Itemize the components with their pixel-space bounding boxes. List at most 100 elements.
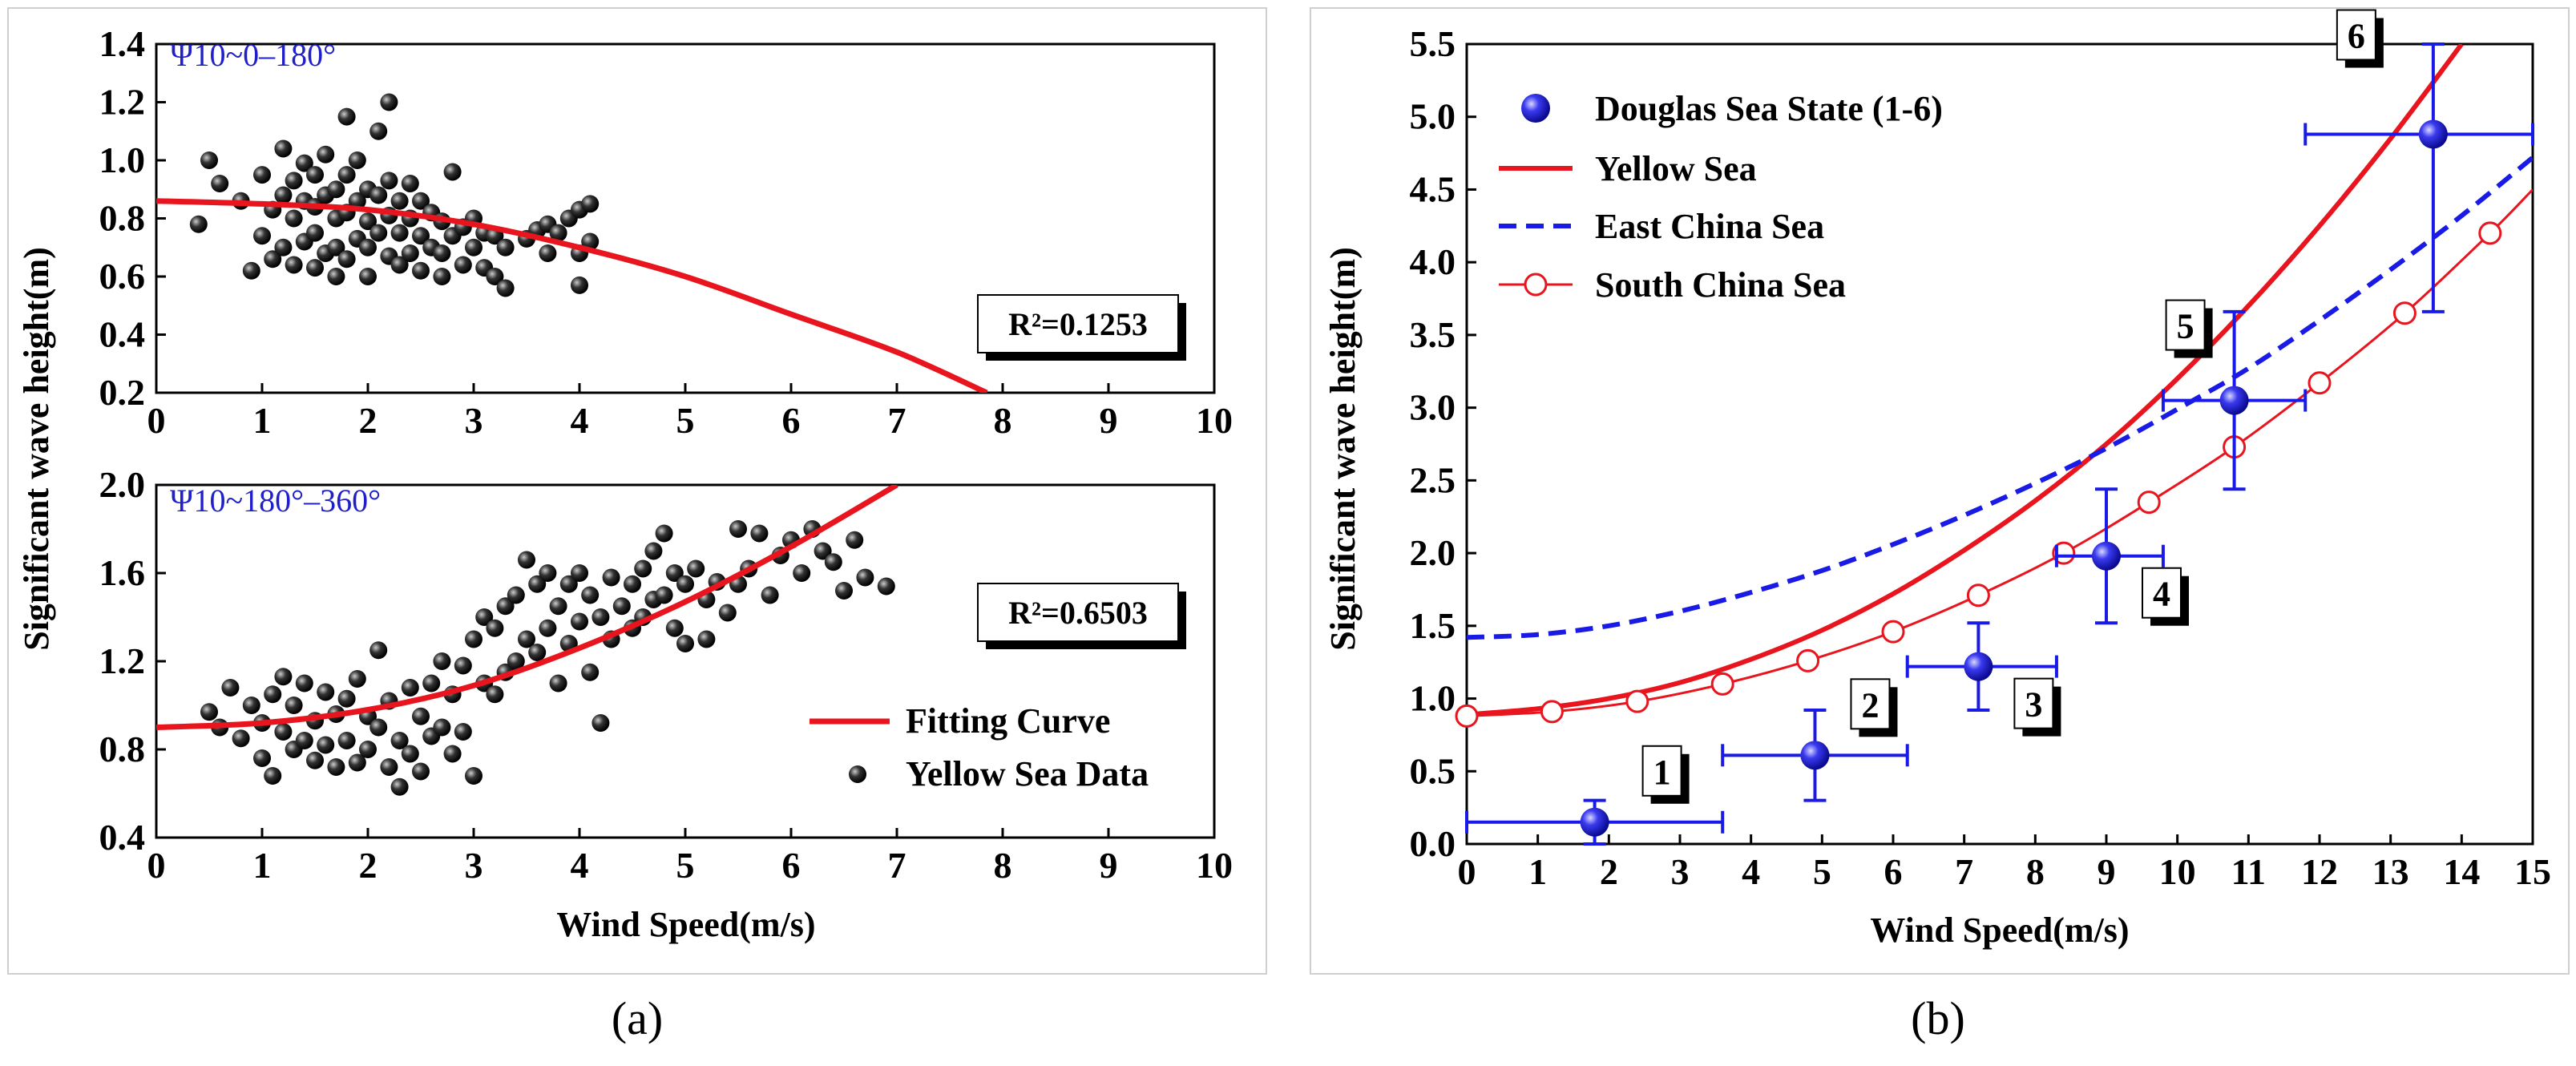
a-bottom-data-point [602, 568, 620, 587]
a-bottom-data-point [380, 758, 398, 776]
b-ytick-label: 5.5 [1410, 23, 1456, 64]
panel-a-label: (a) [612, 992, 663, 1044]
a-top-data-point [539, 244, 557, 262]
b-state-label: 2 [1861, 685, 1879, 725]
a-bottom-data-point [433, 652, 451, 670]
b-ytick-label: 4.0 [1410, 241, 1456, 282]
b-ytick-label: 1.5 [1410, 605, 1456, 646]
b-state-label-box [2142, 567, 2182, 619]
a-bottom-data-point [285, 697, 303, 714]
b-state-label-box [2165, 299, 2206, 351]
a-top-data-point [200, 151, 218, 169]
a-bottom-ytick-label: 0.4 [99, 817, 146, 858]
b-legend-marker-swatch [1521, 94, 1550, 123]
b-state-label: 4 [2153, 575, 2170, 614]
a-bottom-data-point [274, 668, 293, 686]
b-series-marker [1540, 700, 1564, 724]
a-bottom-fit-curve [156, 485, 898, 730]
a-top-data-point [369, 224, 388, 242]
b-xtick-label: 0 [1458, 851, 1476, 892]
a-bottom-data-point [559, 575, 578, 593]
a-bottom-data-point [465, 767, 482, 785]
a-bottom-data-point [581, 586, 600, 604]
b-xtick-label: 7 [1955, 851, 1973, 892]
b-xtick-label: 12 [2301, 851, 2338, 892]
a-bottom-data-point [750, 524, 769, 543]
a-bottom-data-point [549, 597, 567, 616]
b-series-marker [2052, 541, 2076, 565]
a-bottom-data-point [433, 718, 451, 737]
a-top-ytick-label: 0.2 [99, 372, 146, 413]
b-xtick-label: 11 [2231, 851, 2266, 892]
a-top-xtick-label: 7 [888, 400, 906, 441]
b-legend-label: Yellow Sea [1595, 149, 1757, 188]
a-top-data-point [327, 268, 345, 285]
b-xlabel: Wind Speed(m/s) [1870, 911, 2129, 950]
a-bottom-data-point [571, 612, 588, 631]
a-bottom-data-point [295, 732, 313, 749]
a-top-data-point [401, 175, 419, 192]
a-bottom-data-point [317, 683, 335, 701]
b-xtick-label: 6 [1884, 851, 1903, 892]
a-bottom-data-point [274, 723, 293, 741]
b-state-label-box [1641, 745, 1682, 797]
a-top-data-point [443, 163, 462, 181]
b-series-line [1467, 44, 2464, 717]
a-top-data-point [390, 192, 409, 210]
a-bottom-data-point [729, 520, 747, 538]
a-top-xtick-label: 8 [994, 400, 1012, 441]
a-top-data-point [412, 227, 430, 245]
a-bottom-data-point [856, 568, 874, 587]
a-bottom-data-point [200, 703, 218, 721]
b-series-marker [2137, 491, 2161, 515]
a-bottom-r2-box [977, 583, 1179, 642]
a-top-data-point [359, 238, 377, 256]
a-bottom-data-point [401, 745, 419, 763]
b-xtick-label: 9 [2098, 851, 2116, 892]
a-bottom-data-point [390, 777, 409, 796]
a-bottom-plot: 0 1 2 3 4 5 6 7 8 9 10 0.4 0.8 1.2 1.6 2.0 [99, 464, 1233, 886]
b-xtick-label: 10 [2159, 851, 2196, 892]
panel-b-label: (b) [1911, 992, 1965, 1044]
b-series-marker [1625, 689, 1649, 713]
b-legend-label: Douglas Sea State (1-6) [1595, 89, 1943, 128]
a-top-data-point [189, 215, 208, 233]
a-bottom-data-point [264, 685, 282, 704]
b-series-line [1467, 188, 2533, 717]
a-top-data-point [274, 139, 293, 158]
a-top-xtick-label: 1 [253, 400, 272, 441]
b-axes-frame [1465, 42, 2534, 846]
a-top-data-point [454, 256, 472, 274]
b-ytick-label: 0.0 [1410, 823, 1456, 864]
a-top-data-point [306, 166, 324, 184]
b-state-label: 5 [2177, 307, 2194, 346]
a-bottom-data-point [612, 597, 631, 616]
a-bottom-xtick-label: 1 [253, 845, 272, 886]
a-top-xtick-label: 3 [465, 400, 483, 441]
a-legend-marker-swatch [849, 765, 866, 783]
a-bottom-annotation: Ψ10~180°–360° [170, 483, 381, 519]
a-legend-label: Yellow Sea Data [906, 754, 1149, 793]
a-top-xtick-label: 10 [1196, 400, 1233, 441]
a-bottom-data-point [581, 663, 600, 681]
a-bottom-data-point [665, 564, 684, 582]
a-top-data-point [285, 256, 303, 274]
a-bottom-data-point [401, 679, 419, 697]
a-bottom-data-point [655, 586, 673, 604]
a-bottom-data-point [655, 524, 673, 543]
a-bottom-data-point [454, 723, 472, 741]
a-top-data-point [348, 192, 366, 210]
a-top-data-point [369, 186, 388, 204]
a-top-data-point [359, 268, 377, 285]
a-top-ytick-label: 0.4 [99, 314, 146, 355]
b-sea-state-point [1964, 652, 1993, 681]
a-top-xtick-label: 4 [571, 400, 589, 441]
b-series-marker [1881, 620, 1905, 644]
a-bottom-data-point [518, 551, 535, 569]
a-bottom-data-point [624, 575, 641, 593]
b-xtick-label: 3 [1671, 851, 1690, 892]
chart-a-bottom: 0 1 2 3 4 5 6 7 8 9 100.40.81.21.62.0 Ψ10~180°–360… [17, 247, 1233, 944]
a-top-data-point [359, 212, 377, 231]
chart-b: 0 1 2 3 4 5 6 7 8 9 10 11 12 13 14 150.00.51.01.52.02.5… [1323, 9, 2551, 950]
a-bottom-r2-label: R²=0.6503 [1008, 595, 1148, 631]
